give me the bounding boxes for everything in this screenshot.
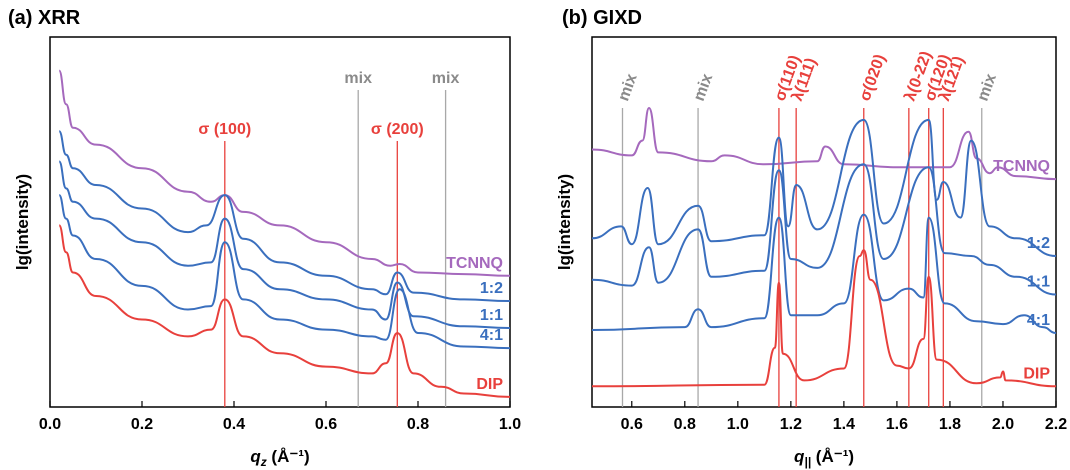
reference-labels: mix mix σ(110)λ(111) σ(020) λ(0-22)σ(120)λ(1… xyxy=(615,49,1000,103)
x-tick-label: 2.0 xyxy=(992,416,1014,433)
x-axis-label-q: q xyxy=(794,447,805,466)
x-tick-label: 0.6 xyxy=(315,416,337,433)
x-axis-label-unit: (Å⁻¹) xyxy=(267,447,310,466)
x-tick-label: 1.6 xyxy=(886,416,908,433)
reference-lines xyxy=(224,90,447,407)
x-axis-label: qz (Å⁻¹) xyxy=(250,447,309,469)
reference-labels: σ (100) σ (200) mix mix xyxy=(198,70,459,138)
reference-label-200: σ (200) xyxy=(371,121,424,138)
reference-label-020: σ(020) xyxy=(857,52,889,103)
x-tick-label: 0.4 xyxy=(223,416,245,433)
panel-a-title: (a) XRR xyxy=(8,7,81,29)
y-axis-label: lg(intensity) xyxy=(555,174,574,270)
series-line-tcnnq xyxy=(58,69,511,277)
x-tick-label: 0.2 xyxy=(131,416,153,433)
x-axis-label-q: q xyxy=(250,447,261,466)
x-axis-label-sub: z xyxy=(260,455,267,469)
series-label-1-1: 1:1 xyxy=(1027,274,1050,291)
x-axis-label: q|| (Å⁻¹) xyxy=(794,447,854,469)
x-tick-label: 0.8 xyxy=(674,416,696,433)
x-tick-label: 1.0 xyxy=(499,416,521,433)
reference-label-100: σ (100) xyxy=(198,121,251,138)
plot-frame xyxy=(49,36,511,408)
x-tick-label: 1.0 xyxy=(727,416,749,433)
series-label-tcnnq: TCNNQ xyxy=(993,158,1050,175)
x-axis-ticks: 0.6 0.8 1.0 1.2 1.4 1.6 1.8 2.0 2.2 xyxy=(621,401,1067,433)
x-axis-ticks: 0.0 0.2 0.4 0.6 0.8 1.0 xyxy=(39,401,521,433)
series-label-4-1: 4:1 xyxy=(480,327,503,344)
series-line-1-2 xyxy=(58,130,511,302)
x-tick-label: 0.0 xyxy=(39,416,61,433)
x-tick-label: 0.8 xyxy=(407,416,429,433)
series-label-dip: DIP xyxy=(1023,365,1050,382)
panel-b-title: (b) GIXD xyxy=(562,7,642,29)
series-label-dip: DIP xyxy=(476,376,503,393)
series-line-tcnnq xyxy=(591,107,1057,181)
series-line-dip xyxy=(591,249,1057,388)
series-label-1-2: 1:2 xyxy=(1027,235,1050,252)
x-axis-label-unit: (Å⁻¹) xyxy=(811,447,854,466)
series-line-4-1 xyxy=(58,194,511,350)
series-labels: TCNNQ 1:2 1:1 4:1 DIP xyxy=(993,158,1050,382)
series-line-4-1 xyxy=(591,213,1057,334)
x-axis-label-sub: || xyxy=(804,455,811,469)
reference-label-mix: mix xyxy=(975,72,1000,104)
series-label-1-2: 1:2 xyxy=(480,280,503,297)
series-label-tcnnq: TCNNQ xyxy=(446,255,503,272)
curves xyxy=(591,107,1057,388)
x-tick-label: 1.4 xyxy=(833,416,855,433)
x-tick-label: 2.2 xyxy=(1045,416,1067,433)
curves xyxy=(58,69,511,398)
x-tick-label: 0.6 xyxy=(621,416,643,433)
plot-frame xyxy=(591,36,1057,408)
series-line-1-2 xyxy=(591,118,1057,257)
reference-label-mix: mix xyxy=(344,70,372,87)
series-line-dip xyxy=(58,224,511,398)
series-label-4-1: 4:1 xyxy=(1027,312,1050,329)
series-labels: TCNNQ 1:2 1:1 4:1 DIP xyxy=(446,255,503,393)
reference-label-mix: mix xyxy=(691,72,716,104)
x-tick-label: 1.2 xyxy=(780,416,802,433)
gixd-panel: (b) GIXD mix mix σ(110)λ(111) σ(020) λ(0-22)… xyxy=(555,7,1067,469)
reference-lines xyxy=(621,108,983,407)
x-tick-label: 1.8 xyxy=(939,416,961,433)
series-label-1-1: 1:1 xyxy=(480,307,503,324)
y-axis-label: lg(intensity) xyxy=(13,174,32,270)
xrr-panel: (a) XRR σ (100) σ (200) mix mix TCNNQ 1:2 1:1… xyxy=(8,7,521,469)
reference-label-mix: mix xyxy=(432,70,460,87)
reference-label-mix: mix xyxy=(615,72,640,104)
series-line-1-1 xyxy=(58,160,511,329)
series-line-1-1 xyxy=(591,163,1057,296)
